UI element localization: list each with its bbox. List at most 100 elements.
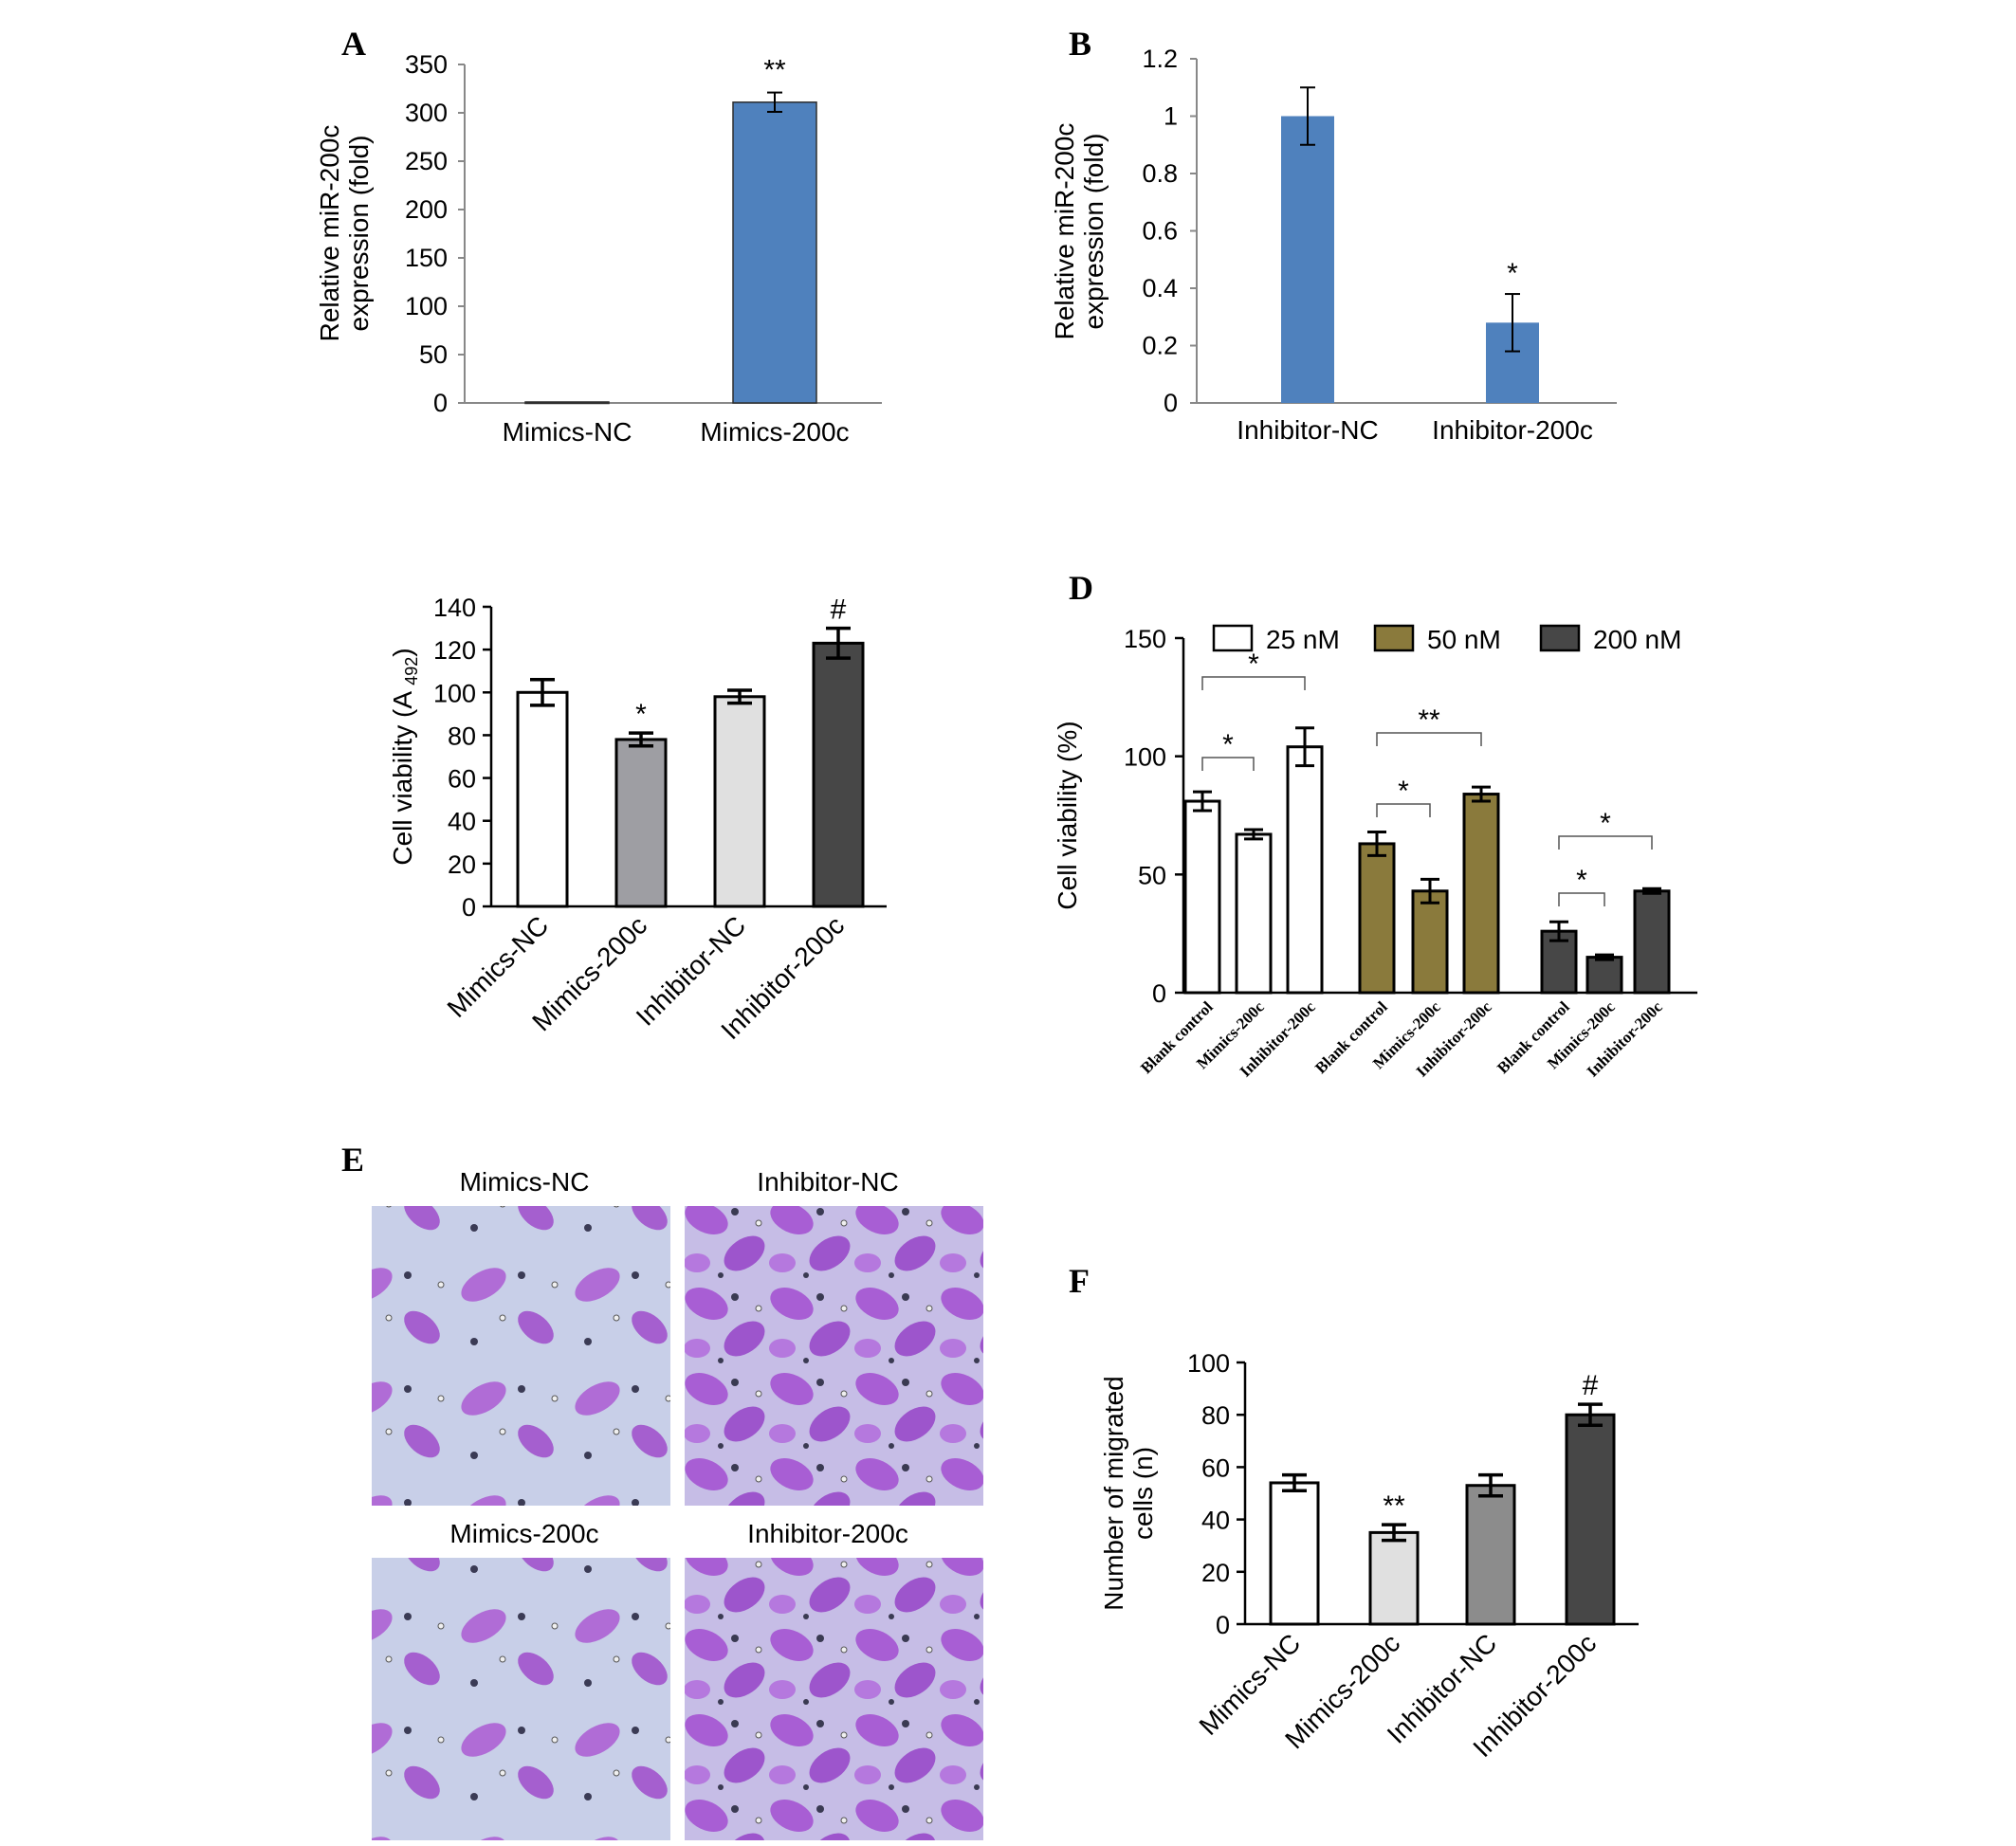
significance-label: *	[1398, 776, 1409, 807]
y-tick-label: 40	[1201, 1507, 1230, 1535]
bar	[614, 738, 668, 908]
bar	[1286, 745, 1324, 995]
significance-label: *	[635, 699, 647, 730]
significance-label: *	[1248, 649, 1259, 680]
legend-swatch	[1373, 624, 1415, 652]
y-tick-label: 0.2	[1142, 332, 1178, 360]
category-label: Inhibitor-200c	[1432, 415, 1593, 445]
significance-bracket	[1201, 676, 1306, 690]
bar	[1358, 842, 1396, 995]
y-tick-label: 0	[1152, 979, 1166, 1008]
y-tick-label: 200	[405, 195, 448, 224]
significance-label: *	[1576, 865, 1587, 896]
y-tick-label: 80	[1201, 1401, 1230, 1430]
chart-a: A 0 50 100 150 200 250 300 350 Relative miR-200ce…	[315, 25, 882, 447]
y-tick-label: 140	[433, 594, 476, 622]
panel-e: E Mimics-NC Inhibitor-NC Mimics-200c Inhibit…	[341, 1141, 983, 1840]
category-label: Mimics-200c	[700, 417, 849, 447]
bar	[516, 690, 569, 908]
y-tick-label: 50	[419, 340, 448, 369]
y-axis-label-main: Cell viability (A	[388, 685, 417, 866]
bar	[1368, 1530, 1420, 1626]
micrograph-image	[685, 1558, 983, 1840]
significance-label: **	[763, 55, 786, 86]
micrograph-image	[372, 1206, 670, 1506]
bar	[524, 401, 610, 405]
y-tick-label: 0.8	[1142, 159, 1178, 188]
y-axis-label: Relative miR-200cexpression (fold)	[315, 125, 374, 342]
micrograph-label: Mimics-NC	[460, 1167, 590, 1197]
y-axis-label: Cell viability (A 492)	[388, 648, 421, 865]
bar	[1585, 956, 1623, 995]
chart-d: D 0 50 100 150 Cell viability (%) 25 nM 50 nM 20…	[1053, 569, 1697, 1081]
y-axis-label-line: expression (fold)	[1079, 134, 1109, 330]
bar	[1411, 889, 1449, 995]
significance-bracket	[1376, 732, 1482, 746]
y-axis-label: Number of migratedcells (n)	[1099, 1376, 1158, 1610]
micrograph-image	[372, 1558, 670, 1840]
y-tick-label: 100	[1187, 1349, 1230, 1378]
y-tick-label: 120	[433, 636, 476, 665]
y-tick-label: 150	[405, 244, 448, 272]
y-axis-label: Cell viability (%)	[1053, 721, 1082, 909]
y-tick-label: 50	[1138, 861, 1166, 889]
bar	[1633, 889, 1671, 995]
legend-swatch	[1212, 624, 1254, 652]
y-tick-label: 20	[448, 850, 476, 879]
category-label: Mimics-NC	[503, 417, 632, 447]
y-axis-label: Relative miR-200cexpression (fold)	[1050, 123, 1109, 340]
chart-c: 0 20 40 60 80 100 120 140 Cell viability (A 492)…	[388, 594, 887, 1045]
significance-bracket	[1201, 757, 1255, 771]
y-tick-label: 0	[433, 389, 448, 417]
y-axis-label-end: )	[388, 648, 417, 656]
significance-label: *	[1222, 729, 1234, 760]
panel-label-f: F	[1069, 1262, 1090, 1300]
bar	[1183, 799, 1221, 995]
significance-label: *	[1600, 808, 1611, 839]
bar	[732, 101, 817, 404]
chart-f: F 0 20 40 60 80 100 Number of migratedcells (n)…	[1069, 1262, 1639, 1763]
significance-label: #	[831, 594, 847, 626]
y-tick-label: 1.2	[1142, 45, 1178, 73]
y-tick-label: 40	[448, 808, 476, 836]
y-tick-label: 350	[405, 50, 448, 79]
bar	[1281, 116, 1334, 403]
micrograph-label: Inhibitor-NC	[757, 1167, 898, 1197]
y-tick-label: 100	[405, 292, 448, 320]
y-tick-label: 20	[1201, 1559, 1230, 1587]
significance-bracket	[1558, 892, 1605, 906]
y-tick-label: 100	[433, 679, 476, 707]
micrograph-image	[685, 1206, 983, 1506]
y-tick-label: 0	[1164, 389, 1178, 417]
legend-swatch	[1539, 624, 1581, 652]
panel-label-e: E	[341, 1141, 364, 1179]
y-axis-label-line: Relative miR-200c	[1050, 123, 1079, 340]
bar	[1465, 1484, 1516, 1626]
y-axis-label-line: Relative miR-200c	[315, 125, 344, 342]
panel-label-b: B	[1069, 25, 1091, 63]
y-axis-label-subscript: 492	[402, 657, 421, 685]
bar	[812, 641, 865, 908]
y-tick-label: 250	[405, 147, 448, 175]
panel-label-a: A	[341, 25, 366, 63]
y-tick-label: 0	[1216, 1611, 1230, 1639]
category-label: Inhibitor-NC	[1237, 415, 1378, 445]
chart-b: B 0 0.2 0.4 0.6 0.8 1 1.2 Relative miR-200cexpre…	[1050, 25, 1617, 445]
bar	[1235, 832, 1273, 995]
y-axis-label-line: Number of migrated	[1099, 1376, 1128, 1610]
y-tick-label: 0.4	[1142, 274, 1178, 302]
significance-bracket	[1376, 803, 1431, 817]
legend-label: 25 nM	[1266, 625, 1340, 654]
significance-label: **	[1418, 704, 1440, 736]
significance-label: *	[1507, 258, 1518, 289]
panel-label-d: D	[1069, 569, 1093, 607]
micrograph-label: Mimics-200c	[449, 1519, 598, 1548]
micrograph-label: Inhibitor-200c	[747, 1519, 908, 1548]
legend-label: 200 nM	[1593, 625, 1681, 654]
y-tick-label: 80	[448, 722, 476, 750]
y-tick-label: 60	[1201, 1453, 1230, 1482]
y-tick-label: 0	[462, 893, 476, 922]
y-axis-label-line: cells (n)	[1128, 1447, 1158, 1540]
